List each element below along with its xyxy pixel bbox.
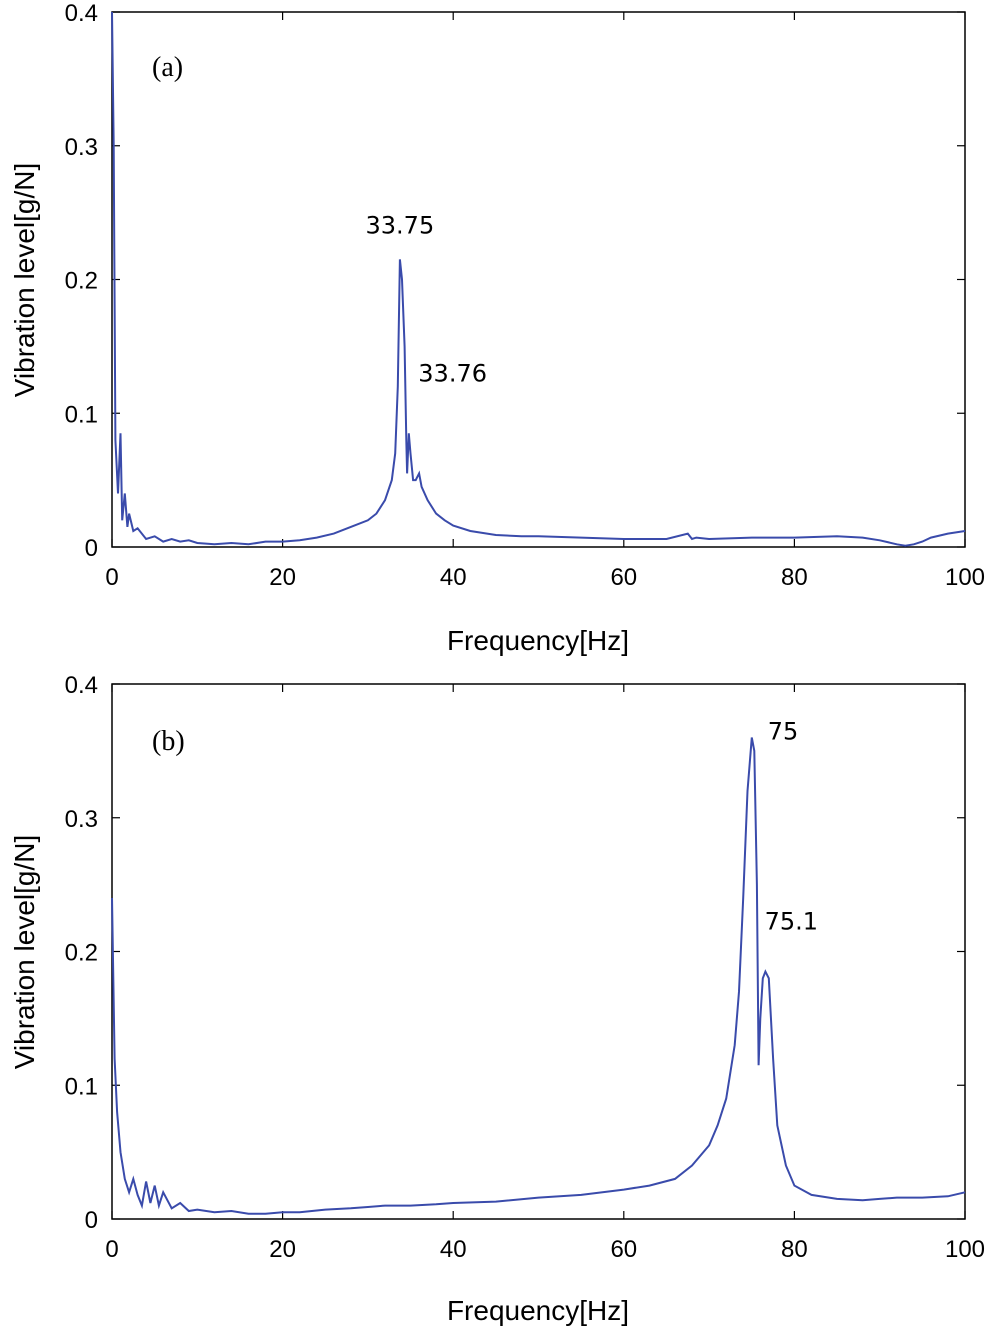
x-tick-label: 60	[610, 564, 637, 591]
y-ticks: 0 0.1 0.2 0.3 0.4	[65, 672, 965, 1234]
plot-frame	[111, 11, 966, 548]
peak-annotation: 75	[768, 718, 799, 746]
x-tick-label: 80	[781, 564, 808, 591]
x-axis-label: Frequency[Hz]	[447, 1295, 629, 1326]
peak-annotation: 75.1	[765, 908, 818, 936]
x-tick-label: 80	[781, 1236, 808, 1263]
panel-label: (b)	[152, 726, 185, 757]
y-tick-label: 0.3	[65, 806, 98, 833]
peak-annotation: 33.75	[366, 211, 435, 239]
annotations: 33.75 33.76	[366, 211, 487, 387]
panel-a: 0 20 40 60 80 100 0 0.1 0.2 0.3 0.4 33.75 33.76 (a…	[9, 0, 985, 656]
y-tick-label: 0.4	[65, 0, 98, 27]
y-tick-label: 0.4	[65, 672, 98, 699]
x-tick-label: 20	[269, 564, 296, 591]
y-tick-label: 0.1	[65, 1073, 98, 1100]
annotations: 75 75.1	[765, 718, 818, 936]
y-tick-label: 0.2	[65, 268, 98, 295]
y-tick-label: 0.3	[65, 134, 98, 161]
y-tick-label: 0.2	[65, 940, 98, 967]
x-tick-label: 20	[269, 1236, 296, 1263]
y-tick-label: 0	[85, 535, 98, 562]
x-tick-label: 100	[945, 1236, 985, 1263]
y-axis-label: Vibration level[g/N]	[9, 163, 40, 398]
x-tick-label: 0	[105, 564, 118, 591]
series-line	[111, 11, 966, 547]
peak-annotation: 33.76	[418, 359, 487, 387]
x-tick-label: 40	[440, 564, 467, 591]
panel-label: (a)	[152, 52, 183, 83]
panel-b: 0 20 40 60 80 100 0 0.1 0.2 0.3 0.4 75 75.1 (b) Fr…	[9, 672, 985, 1326]
y-axis-label: Vibration level[g/N]	[9, 835, 40, 1070]
x-axis-label: Frequency[Hz]	[447, 625, 629, 656]
y-ticks: 0 0.1 0.2 0.3 0.4	[65, 0, 965, 562]
y-tick-label: 0	[85, 1207, 98, 1234]
series-line	[111, 737, 966, 1215]
x-ticks: 0 20 40 60 80 100	[105, 12, 985, 591]
x-tick-label: 60	[610, 1236, 637, 1263]
x-tick-label: 0	[105, 1236, 118, 1263]
plot-frame	[111, 683, 966, 1220]
y-tick-label: 0.1	[65, 401, 98, 428]
x-tick-label: 40	[440, 1236, 467, 1263]
x-ticks: 0 20 40 60 80 100	[105, 684, 985, 1263]
x-tick-label: 100	[945, 564, 985, 591]
